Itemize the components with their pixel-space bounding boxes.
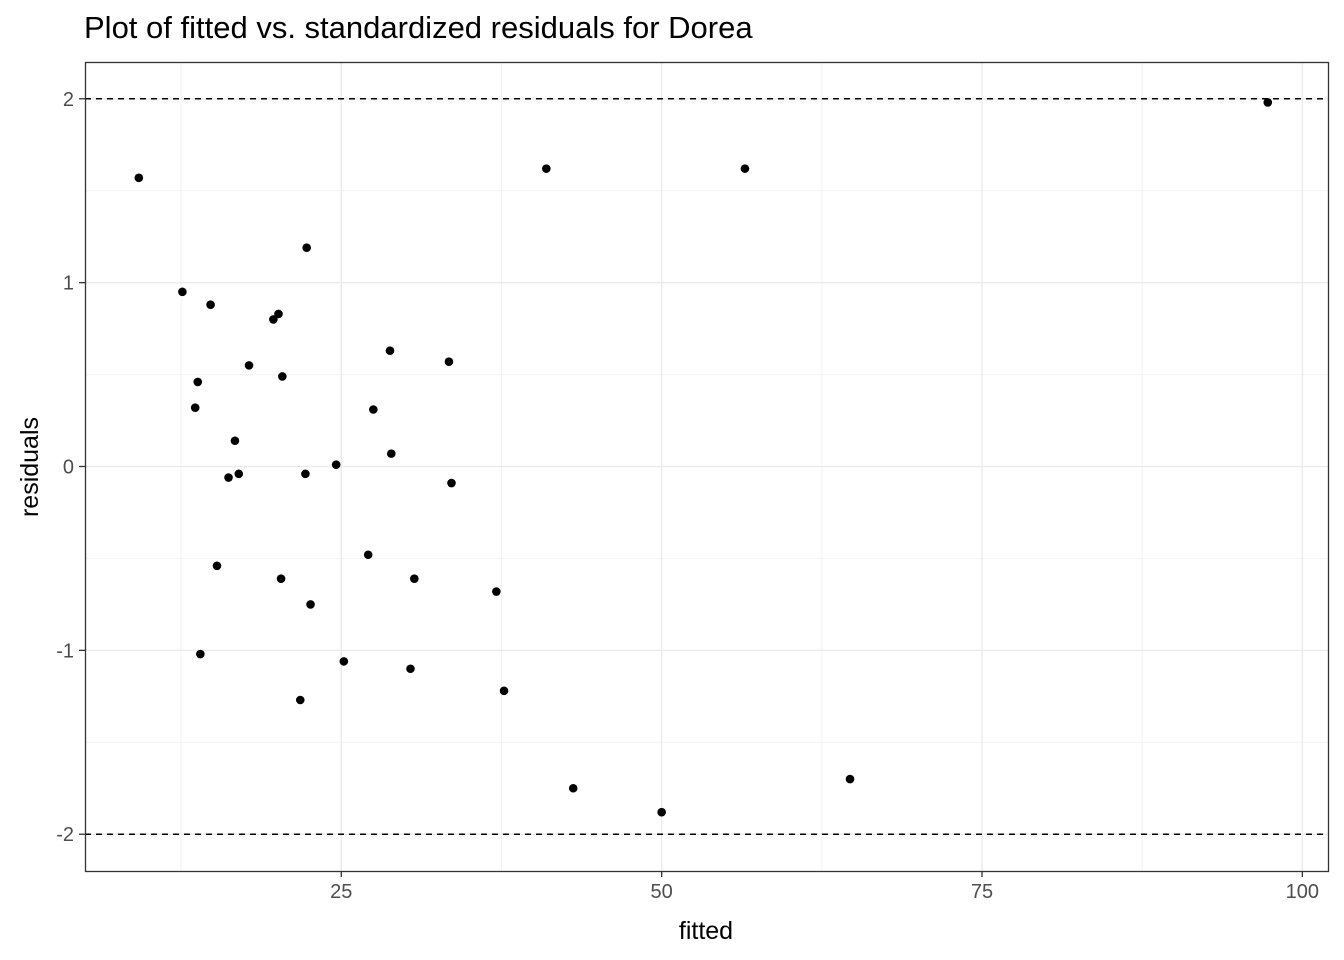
grid-major <box>85 62 1328 871</box>
data-point <box>196 649 205 659</box>
x-axis-title: fitted <box>679 917 733 945</box>
x-tick-label: 25 <box>330 881 352 903</box>
data-point <box>278 372 287 381</box>
x-tick-label: 50 <box>651 881 673 903</box>
data-point <box>295 695 305 705</box>
data-point <box>230 436 240 446</box>
data-point <box>190 403 200 412</box>
data-point <box>193 377 203 387</box>
y-tick-label: -2 <box>56 824 74 846</box>
data-point <box>178 287 187 297</box>
data-point <box>845 774 855 784</box>
data-point <box>363 550 373 560</box>
data-points <box>134 98 1273 817</box>
panel-border <box>84 61 1330 873</box>
y-tick-label: 2 <box>63 89 74 111</box>
y-axis-ticks: -2 -1 0 1 2 <box>56 89 85 846</box>
data-point <box>740 164 750 173</box>
x-tick-label: 75 <box>971 881 993 903</box>
data-point <box>369 405 378 414</box>
data-point <box>542 164 551 173</box>
data-point <box>406 664 415 674</box>
data-point <box>410 574 419 583</box>
y-tick-label: 1 <box>63 273 74 295</box>
data-point <box>244 361 254 370</box>
data-point <box>269 315 278 324</box>
y-tick-label: -1 <box>56 640 74 662</box>
data-point <box>206 300 215 310</box>
data-point <box>212 561 222 571</box>
data-point <box>499 686 509 696</box>
data-point <box>274 309 283 319</box>
data-point <box>224 473 233 482</box>
y-tick-label: 0 <box>63 457 74 479</box>
chart-title: Plot of fitted vs. standardized residual… <box>84 10 753 45</box>
reference-lines <box>85 98 1328 835</box>
data-point <box>276 574 286 583</box>
data-point <box>301 469 310 479</box>
data-point <box>444 357 454 366</box>
data-point <box>134 173 144 183</box>
data-point <box>385 346 395 355</box>
data-point <box>331 460 341 469</box>
data-point <box>302 243 311 253</box>
data-point <box>657 807 666 817</box>
data-point <box>339 657 349 666</box>
data-point <box>1263 98 1273 107</box>
x-tick-label: 100 <box>1286 881 1319 903</box>
data-point <box>306 600 315 609</box>
y-axis-title: residuals <box>16 417 44 517</box>
data-point <box>386 449 396 458</box>
x-axis-ticks: 25 50 75 100 <box>330 871 1319 903</box>
data-point <box>568 783 578 793</box>
data-point <box>447 478 456 488</box>
data-point <box>492 587 501 596</box>
data-point <box>234 469 244 479</box>
